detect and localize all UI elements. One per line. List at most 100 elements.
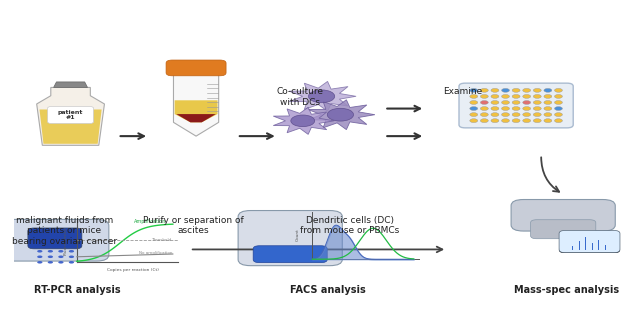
Circle shape [512,107,520,110]
Circle shape [470,88,478,92]
Circle shape [48,250,53,252]
Circle shape [512,88,520,92]
Polygon shape [176,114,216,122]
Polygon shape [175,100,217,122]
Circle shape [544,100,552,104]
Circle shape [470,119,478,123]
Text: Purify or separation of
ascites: Purify or separation of ascites [143,216,243,235]
FancyBboxPatch shape [48,107,93,123]
Polygon shape [37,87,104,145]
Circle shape [59,250,64,252]
Circle shape [554,119,563,123]
FancyBboxPatch shape [253,246,327,263]
Circle shape [470,100,478,104]
Circle shape [480,107,488,110]
Circle shape [533,88,541,92]
Circle shape [59,261,64,264]
FancyBboxPatch shape [560,248,619,252]
Circle shape [523,113,530,116]
Circle shape [544,119,552,123]
Circle shape [69,261,74,264]
Circle shape [480,119,488,123]
Circle shape [523,100,530,104]
Circle shape [554,100,563,104]
FancyBboxPatch shape [530,220,596,239]
Circle shape [523,119,530,123]
Circle shape [544,88,552,92]
Circle shape [554,95,563,98]
Circle shape [480,113,488,116]
Circle shape [491,88,499,92]
Circle shape [533,107,541,110]
FancyBboxPatch shape [459,83,573,128]
Circle shape [480,95,488,98]
Text: malignant fluids from
patients or mice
bearing ovarian cancer: malignant fluids from patients or mice b… [12,216,117,246]
Circle shape [533,113,541,116]
Circle shape [502,95,509,98]
Text: Count: Count [296,228,300,241]
Circle shape [291,115,314,127]
Text: Copies per reaction (Ct): Copies per reaction (Ct) [107,268,159,272]
Circle shape [37,250,42,252]
Polygon shape [289,81,356,111]
Circle shape [512,119,520,123]
Text: RT-PCR analysis: RT-PCR analysis [33,286,120,295]
FancyBboxPatch shape [166,60,226,76]
Circle shape [502,100,509,104]
Circle shape [491,107,499,110]
Circle shape [37,256,42,258]
Circle shape [502,113,509,116]
Circle shape [512,100,520,104]
Polygon shape [174,73,219,136]
Circle shape [480,88,488,92]
Polygon shape [39,109,102,144]
Text: Examine: Examine [443,87,482,96]
Circle shape [48,256,53,258]
Circle shape [502,88,509,92]
Circle shape [533,119,541,123]
Circle shape [533,100,541,104]
Text: No amplification: No amplification [139,252,173,256]
Circle shape [554,88,563,92]
Circle shape [491,100,499,104]
Circle shape [523,95,530,98]
FancyBboxPatch shape [28,228,82,249]
Circle shape [69,250,74,252]
Circle shape [523,107,530,110]
Text: Dendritic cells (DC)
from mouse or PBMCs: Dendritic cells (DC) from mouse or PBMCs [300,216,399,235]
Circle shape [523,88,530,92]
Circle shape [554,107,563,110]
Circle shape [470,113,478,116]
Text: patient
#1: patient #1 [58,110,83,121]
Circle shape [491,113,499,116]
Circle shape [544,113,552,116]
Circle shape [480,100,488,104]
Text: Fluorescence: Fluorescence [64,226,68,255]
Circle shape [48,261,53,264]
Circle shape [69,256,74,258]
Circle shape [37,261,42,264]
Circle shape [491,95,499,98]
Circle shape [327,108,354,121]
Circle shape [309,90,335,103]
FancyBboxPatch shape [559,231,620,253]
Text: FACS analysis: FACS analysis [290,286,366,295]
Circle shape [502,107,509,110]
Circle shape [512,113,520,116]
Text: Amplification: Amplification [134,219,167,224]
Polygon shape [308,100,375,129]
FancyBboxPatch shape [511,200,615,231]
Circle shape [512,95,520,98]
Circle shape [59,256,64,258]
Circle shape [554,113,563,116]
Polygon shape [273,107,334,134]
Circle shape [470,107,478,110]
Text: Mass-spec analysis: Mass-spec analysis [514,286,619,295]
FancyBboxPatch shape [238,210,342,266]
Circle shape [491,119,499,123]
Circle shape [533,95,541,98]
Polygon shape [53,82,87,87]
Circle shape [470,95,478,98]
Text: Threshold: Threshold [152,238,172,242]
Text: Co-culture
with DCs: Co-culture with DCs [276,87,323,107]
